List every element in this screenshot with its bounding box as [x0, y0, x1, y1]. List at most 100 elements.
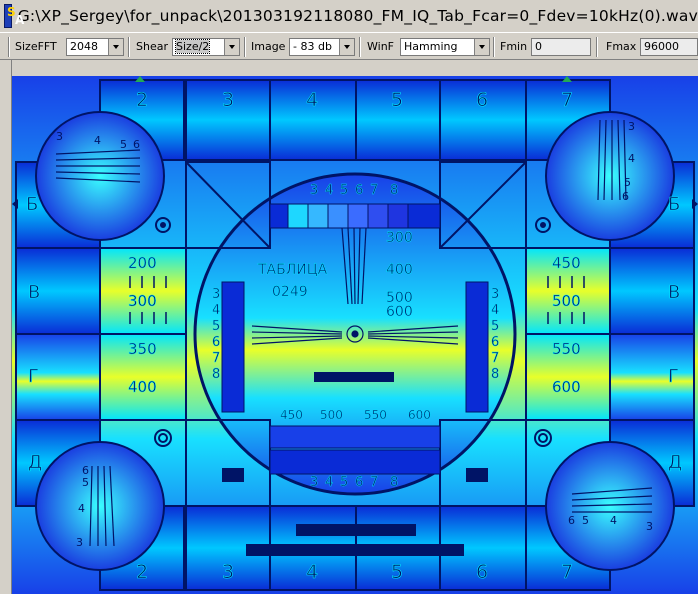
chevron-down-icon[interactable]	[339, 39, 354, 55]
right-letter: В	[668, 282, 680, 303]
center-right-label: 300	[386, 230, 413, 246]
freq-label: 550	[552, 340, 581, 358]
left-letter: Г	[28, 366, 39, 387]
left-marker	[12, 199, 18, 209]
wedge-number: 6	[82, 464, 89, 477]
scale-number: 4	[325, 183, 333, 198]
shear-label: Shear	[136, 40, 168, 53]
image-combo[interactable]: - 83 db	[289, 38, 355, 56]
freq-label: 600	[552, 378, 581, 396]
fmin-label: Fmin	[500, 40, 528, 53]
right-marker	[692, 199, 698, 209]
toolbar-separator	[359, 37, 361, 57]
center-left-scale: 3 4 5 6 7 8	[212, 287, 221, 382]
edge-markers	[12, 76, 698, 209]
wedge-number: 3	[56, 130, 63, 143]
scale-number: 6	[491, 335, 499, 350]
freq-label: 300	[128, 292, 157, 310]
wedge-number: 6	[133, 138, 140, 151]
bottom-scale-labels: 2 3 4 5 6 7	[136, 561, 574, 584]
top-number: 6	[476, 89, 488, 111]
toolbar-separator	[244, 37, 246, 57]
center-top-grayscale	[269, 203, 441, 229]
top-ruler	[12, 60, 698, 76]
toolbar-separator	[8, 37, 10, 57]
chevron-down-icon[interactable]	[224, 39, 239, 55]
image-label: Image	[251, 40, 286, 53]
freq-label: 600	[408, 408, 431, 422]
tick-marks	[129, 276, 585, 324]
center-right-label: 400	[386, 262, 413, 278]
toolbar-separator	[596, 37, 598, 57]
scale-number: 7	[491, 351, 499, 366]
corner-circle-labels: 3 4 5 6 3 4 5 6 6 5 4 3 6 5 4 3	[56, 120, 653, 549]
wedge-number: 6	[568, 514, 575, 527]
scale-number: 8	[390, 183, 398, 198]
fmax-field[interactable]: 96000	[640, 38, 698, 56]
wedge-number: 5	[120, 138, 127, 151]
freq-label: 550	[364, 408, 387, 422]
right-letter: Д	[668, 452, 682, 473]
bottom-number: 7	[561, 561, 573, 583]
top-marker-right	[562, 76, 572, 82]
chevron-down-icon[interactable]	[474, 39, 489, 55]
sizefft-combo[interactable]: 2048	[66, 38, 124, 56]
side-letters: Б В Г Д Б В Г Д	[26, 194, 683, 474]
scale-number: 8	[212, 367, 220, 382]
bottom-number: 6	[476, 561, 488, 583]
winf-label: WinF	[367, 40, 394, 53]
fmax-label: Fmax	[606, 40, 637, 53]
bottom-number: 5	[391, 561, 403, 583]
left-letter: Б	[26, 194, 38, 215]
table-label: ТАБЛИЦА	[257, 262, 328, 278]
center-top-scale: 3 4 5 6 7 8	[310, 183, 399, 198]
wedge-number: 5	[582, 514, 589, 527]
wedge-number: 3	[646, 520, 653, 533]
wedge-number: 6	[622, 190, 629, 203]
left-letter: В	[28, 282, 40, 303]
center-right-scale: 3 4 5 6 7 8	[491, 287, 500, 382]
scale-number: 4	[491, 303, 499, 318]
bottom-number: 4	[306, 561, 318, 583]
winf-combo[interactable]: Hamming	[400, 38, 490, 56]
scale-number: 7	[370, 183, 378, 198]
freq-label: 450	[552, 254, 581, 272]
spectrogram-image[interactable]: 2 3 4 5 6 7 2 3 4 5 6 7 Б В Г Д Б В Г Д …	[12, 76, 698, 594]
right-letter: Б	[668, 194, 680, 215]
window-title: G:\XP_Sergey\for_unpack\201303192118080_…	[17, 7, 698, 25]
center-text: ТАБЛИЦА 0249 300 400 500 600	[257, 230, 413, 321]
scale-number: 5	[340, 183, 348, 198]
scale-number: 6	[355, 475, 363, 490]
shear-combo[interactable]: Size/2	[172, 38, 240, 56]
top-marker-left	[135, 76, 145, 82]
scale-number: 3	[310, 183, 318, 198]
scale-number: 8	[390, 475, 398, 490]
wedge-number: 4	[628, 152, 635, 165]
scale-number: 5	[340, 475, 348, 490]
chevron-down-icon[interactable]	[108, 39, 123, 55]
bottom-number: 2	[136, 561, 148, 583]
top-number: 5	[391, 89, 403, 111]
freq-label: 500	[552, 292, 581, 310]
center-bottom-bars	[222, 372, 488, 556]
scale-number: 8	[491, 367, 499, 382]
scale-number: 7	[370, 475, 378, 490]
scale-number: 3	[310, 475, 318, 490]
wedge-number: 5	[82, 476, 89, 489]
center-diagonal-cells	[185, 161, 527, 507]
scale-number: 3	[491, 287, 499, 302]
wedge-number: 4	[610, 514, 617, 527]
side-box-labels: 200 300 350 400 450 500 550 600	[128, 254, 581, 397]
wedge-number: 4	[78, 502, 85, 515]
fmin-field[interactable]: 0	[531, 38, 591, 56]
top-scale-labels: 2 3 4 5 6 7	[136, 89, 574, 112]
table-number: 0249	[272, 284, 308, 300]
left-letter: Д	[28, 452, 42, 473]
toolbar: SizeFFT 2048 Shear Size/2 Image - 83 db …	[0, 32, 698, 60]
corner-wedges	[55, 119, 653, 547]
top-number: 2	[136, 89, 148, 111]
center-bottom-labels: 450 500 550 600	[280, 408, 431, 422]
wedge-number: 5	[624, 176, 631, 189]
